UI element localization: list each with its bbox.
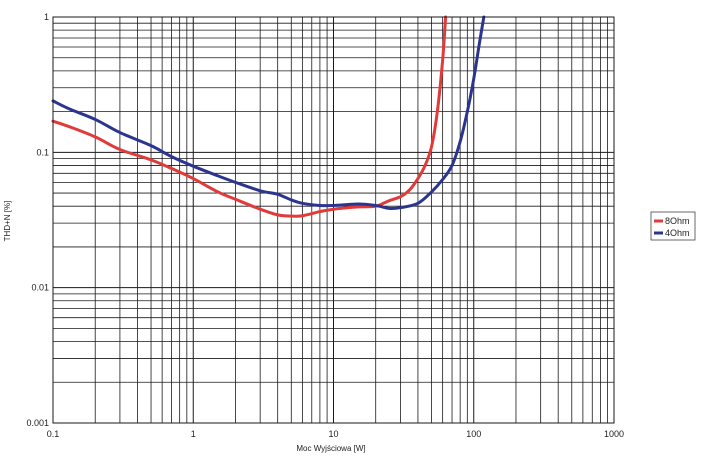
- x-tick-label: 1000: [604, 429, 624, 439]
- x-tick-label: 100: [466, 429, 481, 439]
- grid: [53, 17, 614, 423]
- y-tick-label: 0.1: [36, 147, 49, 157]
- y-axis-label: THD+N [%]: [3, 201, 12, 242]
- series-line-4ohm: [51, 15, 486, 211]
- x-tick-label: 10: [328, 429, 338, 439]
- legend-label-4ohm: 4Ohm: [665, 228, 690, 238]
- plot-border: [52, 16, 615, 424]
- y-tick-label: 0.01: [31, 283, 49, 293]
- y-tick-label: 1: [44, 12, 49, 22]
- legend-label-8ohm: 8Ohm: [665, 216, 690, 226]
- series-line-8ohm: [51, 15, 448, 218]
- y-tick-label: 0.001: [26, 418, 49, 428]
- x-tick-label: 0.1: [47, 429, 60, 439]
- series-lines: [51, 15, 486, 218]
- legend-box: [650, 211, 696, 241]
- plot-frame: [52, 16, 615, 424]
- legend: 8Ohm 4Ohm: [650, 211, 696, 241]
- x-tick-label: 1: [191, 429, 196, 439]
- x-axis-label: Moc Wyjściowa [W]: [296, 444, 365, 453]
- tick-labels: 0.1 1 10 100 1000 0.001 0.01 0.1 1: [26, 12, 624, 439]
